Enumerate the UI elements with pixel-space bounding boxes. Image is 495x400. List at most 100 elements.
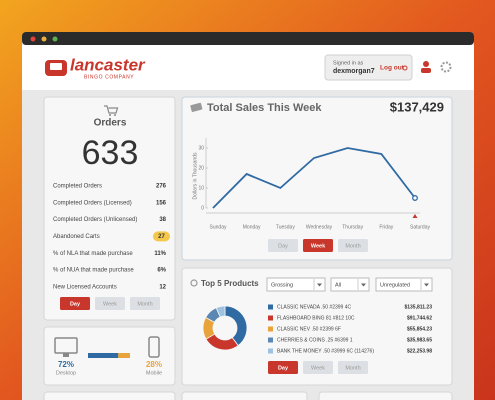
x-tick-label: Sunday — [210, 224, 227, 230]
highlight-pill — [153, 231, 170, 242]
tab-button[interactable] — [95, 297, 125, 310]
products: Grossing All Unregulated CLASSIC NEVADA .50… — [202, 277, 433, 374]
filter-label[interactable]: Grossing — [271, 282, 293, 288]
dropdown-arrow — [424, 283, 429, 287]
products-panel — [181, 267, 453, 386]
row-label: % of NUA that made purchase — [53, 268, 134, 274]
point — [412, 195, 418, 201]
row-value: 156 — [156, 200, 167, 206]
y-tick-label: 20 — [198, 165, 204, 171]
tab-button-label[interactable]: Month — [345, 243, 360, 249]
sales-title: Total Sales This Week — [207, 102, 322, 114]
device-bar — [118, 353, 130, 358]
orders-rows: Completed Orders 276 Completed Orders (Lic… — [53, 184, 170, 310]
tab-button-label[interactable]: Month — [345, 365, 360, 371]
legend-swatch — [268, 337, 273, 343]
user-icon-body[interactable] — [421, 68, 431, 73]
tab-button[interactable] — [268, 239, 298, 252]
row-label: % of NLA that made purchase — [53, 251, 133, 257]
orders-panel — [43, 96, 176, 321]
tab-button[interactable] — [60, 297, 90, 310]
tab-button[interactable] — [303, 361, 333, 374]
devices: 72%Desktop 28%Mobile — [56, 353, 162, 376]
orders-total: 633 — [82, 134, 139, 172]
row-value: 27 — [158, 234, 165, 240]
legend-swatch — [268, 304, 273, 310]
y-tick-label: 0 — [201, 205, 204, 211]
logo-subtitle: BINGO COMPANY — [84, 74, 134, 80]
tab-button-label[interactable]: Month — [137, 301, 152, 307]
legend-label: BANK THE MONEY .50 #3999 6C (114276) — [277, 348, 374, 354]
legend-swatch — [268, 315, 273, 321]
legend-label: CLASSIC NEVADA .50 #2399 4C — [277, 304, 352, 310]
legend-value: $91,744.62 — [407, 315, 432, 321]
products-title: Top 5 Products — [201, 279, 259, 288]
legend-label: CLASSIC NEV .50 #2399 6F — [277, 326, 341, 332]
products-icon — [190, 279, 198, 287]
row-label: Completed Orders (Licensed) — [53, 200, 132, 206]
x-tick-label: Monday — [243, 224, 261, 230]
tab-button[interactable] — [338, 239, 368, 252]
filter-dropdown[interactable] — [266, 277, 326, 292]
user-box — [324, 54, 413, 81]
tab-button[interactable] — [303, 239, 333, 252]
tab-button-label[interactable]: Week — [311, 365, 325, 371]
tab-button[interactable] — [130, 297, 160, 310]
dropdown-arrow — [361, 283, 366, 287]
filter-label[interactable]: All — [335, 282, 341, 288]
username: dexmorgan7 — [333, 68, 375, 75]
filter-label[interactable]: Unregulated — [380, 282, 410, 288]
tab-button-label[interactable]: Day — [278, 365, 289, 371]
tab-button[interactable] — [268, 361, 298, 374]
donut-slice — [215, 305, 226, 318]
minimize-dot[interactable] — [41, 36, 47, 42]
x-tick-label: Friday — [379, 224, 393, 230]
row-value: 38 — [159, 217, 166, 223]
filter-dropdown[interactable] — [375, 277, 433, 292]
tab-button-label[interactable]: Week — [103, 301, 117, 307]
legend-swatch — [268, 348, 273, 354]
desktop-icon-stand — [63, 353, 69, 357]
sales-chart: 0 10 20 30 Sunday Monday Tuesday Wednesday Thurs… — [198, 138, 431, 252]
y-tick-label: 10 — [198, 185, 204, 191]
device-percent: 28% — [146, 360, 162, 369]
user-icon[interactable] — [423, 61, 429, 67]
sales-icon — [190, 102, 203, 112]
close-dot[interactable] — [30, 36, 36, 42]
row-label: Abandoned Carts — [53, 234, 100, 240]
tab-button-label[interactable]: Day — [278, 243, 288, 249]
y-tick-label: 30 — [198, 145, 204, 151]
sales-panel — [181, 96, 453, 261]
dropdown-arrow — [317, 283, 322, 287]
maximize-dot[interactable] — [52, 36, 58, 42]
row-label: Completed Orders — [53, 184, 102, 190]
y-axis-label: Dollars in Thousands — [192, 152, 198, 199]
row-value: 12 — [159, 284, 166, 290]
row-value: 6% — [157, 268, 166, 274]
logout-icon[interactable] — [402, 65, 408, 71]
orders-title: Orders — [94, 118, 127, 129]
x-tick-label: Thursday — [342, 224, 363, 230]
device-bar — [88, 353, 119, 358]
row-value: 276 — [156, 184, 167, 190]
signed-in-label: Signed in as — [333, 60, 364, 66]
tab-button[interactable] — [338, 361, 368, 374]
device-name: Mobile — [146, 370, 162, 376]
legend-label: FLASHBOARD BING 81 #812 10C — [277, 315, 355, 321]
logo-icon-screen — [50, 63, 62, 70]
tab-button-label[interactable]: Day — [70, 301, 81, 307]
settings-icon[interactable] — [440, 61, 452, 73]
panel — [181, 391, 308, 400]
filter-dropdown[interactable] — [330, 277, 370, 292]
row-label: New Licensed Accounts — [53, 284, 117, 290]
panel — [318, 391, 453, 400]
cart-wheel — [114, 114, 116, 116]
panel — [43, 391, 176, 400]
row-label: Completed Orders (Unlicensed) — [53, 217, 137, 223]
row-value: 11% — [154, 251, 166, 257]
legend-value: $35,983.65 — [407, 337, 432, 343]
tab-button-label[interactable]: Week — [311, 243, 326, 249]
logout-link[interactable]: Log out — [380, 65, 405, 72]
